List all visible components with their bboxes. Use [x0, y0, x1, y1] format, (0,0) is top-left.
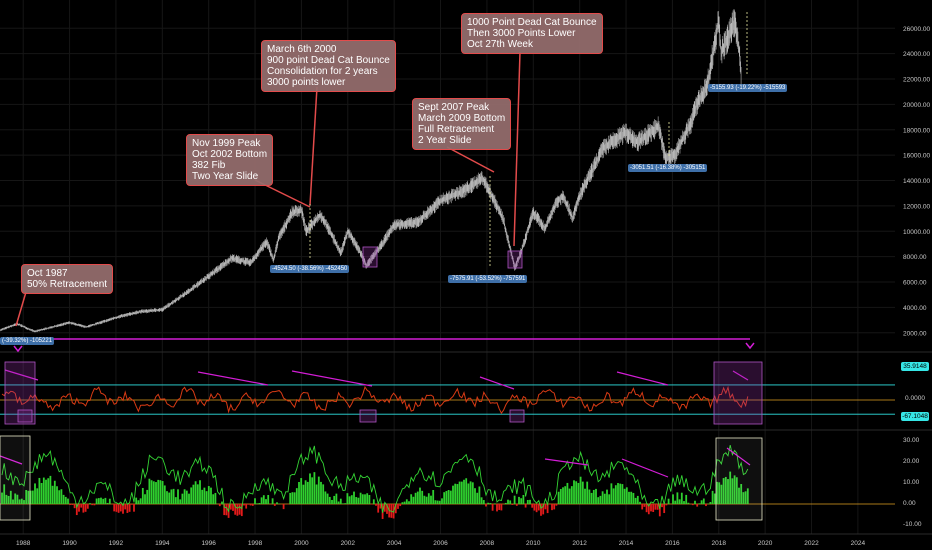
- x-tick-label: 1988: [15, 540, 31, 547]
- histogram-tick-label: -10.00: [903, 521, 922, 528]
- callout-pointer-1987: [15, 291, 27, 327]
- magenta-arrow: [745, 342, 755, 350]
- oscillator-panel: [0, 361, 895, 425]
- callout-pointer-2018: [513, 51, 521, 247]
- oscillator-upper-badge: 35.9148: [901, 362, 929, 371]
- x-tick-label: 2000: [294, 540, 309, 547]
- osc-divergence-line: [291, 370, 373, 387]
- histo-divergence-line: [0, 455, 23, 465]
- histogram-tick-label: 30.00: [903, 437, 920, 444]
- histogram-tick-label: 0.00: [903, 500, 916, 507]
- price-tick-label: 4000.00: [903, 305, 927, 312]
- histo-box-left: [0, 435, 31, 521]
- x-tick-label: 1994: [155, 540, 170, 547]
- osc-box-2009: [509, 409, 525, 423]
- measure-label-2009: -7575.91 (-53.52%) -757591: [448, 275, 528, 283]
- price-y-axis: 2000.00 4000.00 6000.00 8000.00 10000.00 1200…: [903, 26, 930, 337]
- price-tick-label: 12000.00: [903, 203, 930, 210]
- price-tick-label: 22000.00: [903, 77, 930, 84]
- x-tick-label: 2018: [711, 540, 727, 547]
- osc-box-1987-low: [17, 409, 33, 423]
- price-tick-label: 26000.00: [903, 26, 930, 33]
- osc-box-2018: [713, 361, 763, 425]
- x-tick-label: 2008: [479, 540, 495, 547]
- price-tick-label: 8000.00: [903, 254, 927, 261]
- oscillator-zero-badge: 0.0000: [905, 395, 925, 402]
- x-tick-label: 1990: [62, 540, 77, 547]
- histogram-tick-label: 20.00: [903, 458, 920, 465]
- overlay-drawings: [0, 12, 755, 353]
- histo-divergence-line: [726, 447, 751, 466]
- x-tick-label: 2014: [618, 540, 634, 547]
- histogram-panel: [0, 435, 895, 521]
- x-tick-label: 2004: [386, 540, 402, 547]
- oscillator-line: [1, 385, 749, 415]
- histo-green-line: [1, 444, 749, 513]
- price-tick-label: 24000.00: [903, 51, 930, 58]
- osc-divergence-line: [479, 376, 515, 390]
- x-tick-label: 2002: [340, 540, 356, 547]
- osc-divergence-line: [732, 370, 749, 381]
- x-tick-label: 1992: [108, 540, 124, 547]
- x-tick-label: 2024: [850, 540, 866, 547]
- histogram-tick-label: 10.00: [903, 479, 920, 486]
- price-tick-label: 14000.00: [903, 178, 930, 185]
- measure-label-2018: -5155.93 (-19.22%) -515593: [708, 84, 788, 92]
- x-tick-label: 1998: [247, 540, 263, 547]
- callout-oct-1987: Oct 1987 50% Retracement: [21, 264, 114, 294]
- histo-box-right: [715, 437, 763, 521]
- price-tick-label: 10000.00: [903, 229, 930, 236]
- callout-sept-2007: Sept 2007 Peak March 2009 Bottom Full Re…: [412, 98, 512, 150]
- price-tick-label: 18000.00: [903, 127, 930, 134]
- measure-label-2002: -4524.50 (-38.56%) -452450: [270, 265, 350, 273]
- x-tick-label: 2006: [433, 540, 448, 547]
- measure-label-1987: (-39.32%) -105221: [0, 337, 55, 345]
- callout-2018-bounce: 1000 Point Dead Cat Bounce Then 3000 Poi…: [461, 13, 603, 54]
- callout-nov-1999: Nov 1999 Peak Oct 2002 Bottom 382 Fib Tw…: [186, 134, 274, 186]
- x-tick-label: 2012: [572, 540, 587, 547]
- callout-pointer-2007: [446, 146, 495, 173]
- callout-pointer-2000: [309, 86, 318, 206]
- osc-box-1987: [4, 361, 36, 425]
- osc-divergence-line: [4, 369, 39, 381]
- x-tick-label: 2020: [757, 540, 773, 547]
- price-box-2002: [362, 246, 378, 268]
- price-panel: [0, 9, 742, 333]
- callout-march-2000: March 6th 2000 900 point Dead Cat Bounce…: [261, 40, 396, 92]
- grid: [0, 0, 932, 535]
- magenta-arrow-small: [13, 345, 23, 353]
- histo-divergence-line: [621, 458, 669, 478]
- osc-divergence-line: [616, 371, 669, 386]
- x-tick-label: 2022: [804, 540, 819, 547]
- histo-divergence-line: [544, 458, 589, 466]
- x-tick-label: 1996: [201, 540, 216, 547]
- osc-divergence-line: [197, 371, 269, 386]
- price-box-2009: [507, 250, 523, 269]
- price-tick-label: 16000.00: [903, 153, 930, 160]
- oscillator-lower-badge: -67.1048: [901, 412, 929, 421]
- price-tick-label: 20000.00: [903, 102, 930, 109]
- price-tick-label: 6000.00: [903, 280, 927, 287]
- osc-box-2002: [359, 409, 377, 423]
- x-tick-label: 2010: [526, 540, 541, 547]
- measure-label-2016: -3051.51 (-16.38%) -305151: [628, 164, 708, 172]
- x-tick-label: 2016: [665, 540, 680, 547]
- price-tick-label: 2000.00: [903, 330, 927, 337]
